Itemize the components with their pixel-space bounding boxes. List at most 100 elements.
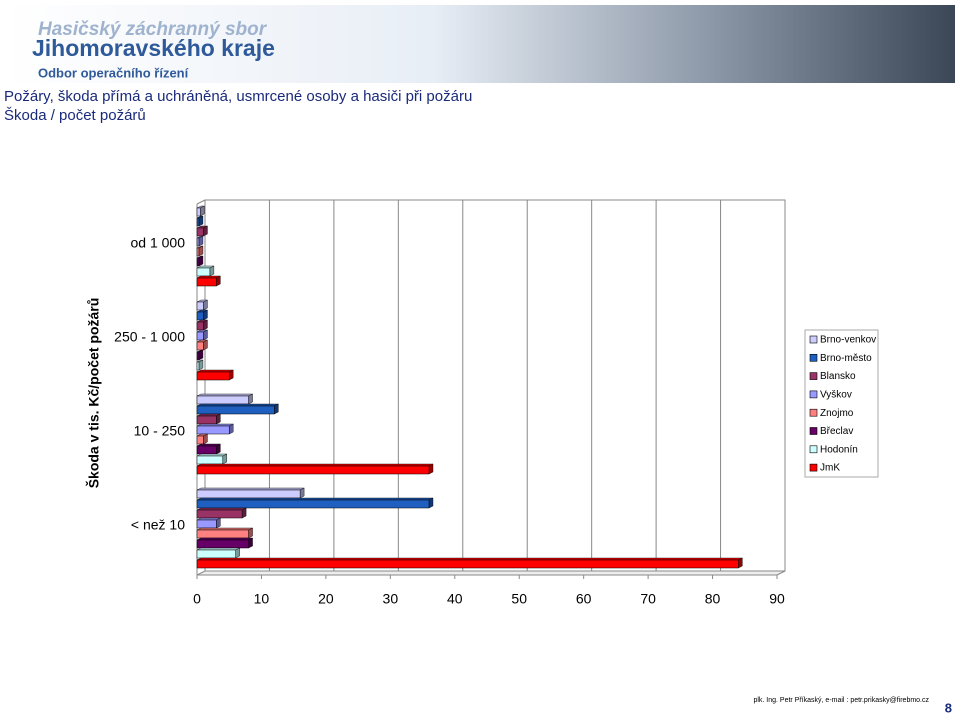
bar — [196, 549, 236, 559]
legend-label: Vyškov — [820, 390, 852, 401]
chart-subtitle: Škoda / počet požárů — [4, 107, 146, 124]
bar — [196, 277, 217, 287]
bar-side — [198, 245, 204, 257]
bar — [196, 445, 217, 455]
bar-side — [216, 443, 221, 455]
legend-swatch — [809, 463, 818, 472]
chart-title: Požáry, škoda přímá a uchráněná, usmrcen… — [4, 88, 472, 105]
bar-side — [203, 433, 208, 445]
x-tick-label: 20 — [318, 591, 334, 607]
bar — [196, 425, 230, 435]
legend-swatch — [809, 427, 818, 435]
legend-label: JmK — [820, 463, 840, 474]
bar — [196, 455, 224, 465]
bar-side — [198, 349, 204, 361]
bar-side — [209, 265, 215, 277]
y-axis-label: Škoda v tis. Kč/počet požárů — [85, 298, 102, 489]
bar-side — [229, 369, 234, 381]
floor — [196, 570, 786, 576]
bar — [196, 465, 430, 475]
legend-swatch — [809, 445, 818, 454]
legend-swatch — [809, 390, 818, 399]
bar-top — [196, 369, 234, 373]
x-tick-label: 10 — [254, 591, 270, 607]
bar — [196, 371, 230, 381]
bar-side — [203, 329, 208, 341]
bar-side — [222, 453, 227, 465]
dept: Odbor operačního řízení — [38, 65, 189, 80]
bar-side — [241, 507, 247, 519]
org-line2: Jihomoravského kraje — [32, 35, 275, 61]
bar-side — [235, 547, 240, 559]
org-line1: Hasičský záchranný sbor — [38, 19, 268, 40]
bar — [196, 227, 204, 237]
y-tick-label: 250 - 1 000 — [114, 329, 185, 345]
bar — [196, 207, 201, 217]
bar — [196, 489, 301, 499]
bar-side — [203, 309, 208, 321]
bar-side — [203, 299, 208, 311]
x-tick-label: 0 — [193, 591, 201, 607]
bar — [196, 361, 200, 371]
bar-side — [229, 423, 234, 435]
bar-top — [196, 453, 227, 457]
page-number: 8 — [945, 700, 952, 715]
bar-side — [299, 487, 305, 499]
y-tick-label: od 1 000 — [131, 235, 186, 251]
bar — [196, 529, 249, 539]
bar — [196, 499, 430, 509]
x-tick-label: 50 — [511, 591, 527, 607]
bar-side — [216, 413, 221, 425]
x-tick-label: 70 — [640, 591, 656, 607]
bar-top — [196, 527, 253, 531]
bar-side — [198, 359, 204, 371]
bar — [196, 217, 200, 227]
bar-top — [196, 537, 253, 541]
bar-top — [196, 487, 305, 491]
bar-side — [248, 393, 253, 405]
bar-top — [196, 423, 234, 427]
x-tick-label: 90 — [769, 591, 785, 607]
bar-side — [248, 527, 253, 539]
bar — [196, 341, 204, 351]
legend-swatch — [809, 335, 818, 344]
banner — [5, 5, 955, 83]
bar-top — [196, 403, 279, 407]
bar-side — [428, 463, 434, 475]
legend-label: Brno-venkov — [820, 335, 876, 346]
legend-label: Břeclav — [820, 426, 853, 437]
x-tick-label: 40 — [447, 591, 463, 607]
legend-label: Znojmo — [820, 408, 854, 419]
bar — [196, 237, 200, 247]
bar — [196, 405, 275, 415]
bar — [196, 539, 249, 549]
x-tick-label: 60 — [576, 591, 592, 607]
bar — [196, 267, 211, 277]
bar-top — [196, 547, 240, 551]
bar-side — [200, 205, 205, 217]
bar — [196, 331, 204, 341]
x-tick-label: 30 — [383, 591, 399, 607]
bar — [196, 257, 200, 267]
bar-side — [428, 497, 434, 509]
bar-side — [198, 255, 204, 267]
y-tick-label: < než 10 — [131, 517, 185, 533]
footer-author: plk. Ing. Petr Příkaský, e-mail : petr.p… — [753, 697, 929, 704]
y-tick-label: 10 - 250 — [134, 423, 186, 439]
legend-label: Brno-město — [820, 353, 872, 364]
legend-swatch — [809, 353, 818, 362]
x-tick-label: 80 — [705, 591, 721, 607]
bar — [196, 311, 204, 321]
bar-side — [203, 339, 208, 351]
bar — [196, 435, 204, 445]
bar-side — [216, 517, 221, 529]
bar-top — [196, 497, 434, 501]
bar — [196, 351, 200, 361]
bar-top — [196, 557, 743, 561]
side-wall-edge — [196, 199, 206, 205]
bar — [196, 519, 217, 529]
bar-side — [203, 319, 208, 331]
back-wall — [204, 199, 786, 572]
bar — [196, 415, 217, 425]
